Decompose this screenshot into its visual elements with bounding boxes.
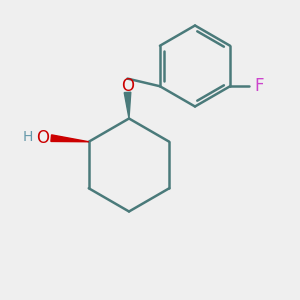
Text: F: F [254, 77, 264, 95]
Polygon shape [51, 135, 89, 142]
Text: H: H [22, 130, 33, 144]
Polygon shape [124, 92, 131, 118]
Text: O: O [121, 77, 134, 95]
Text: O: O [36, 129, 49, 147]
